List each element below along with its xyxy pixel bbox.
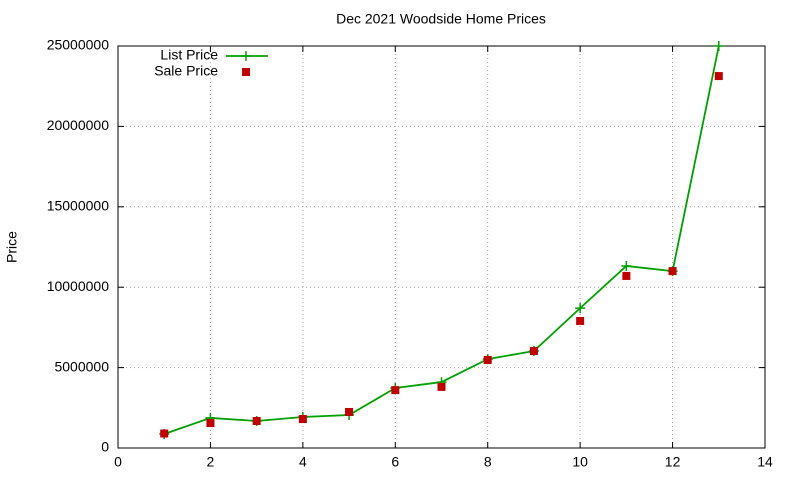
data-point: [529, 347, 538, 356]
x-tick-label: 4: [299, 454, 307, 470]
data-point: [206, 419, 215, 428]
data-point: [483, 356, 492, 365]
x-tick-label: 10: [572, 454, 588, 470]
data-point: [575, 303, 586, 314]
legend-marker: [241, 51, 251, 61]
x-tick-label: 12: [665, 454, 681, 470]
data-point: [622, 271, 631, 280]
plot-frame: [117, 45, 766, 449]
y-tick-label: 25000000: [47, 37, 110, 53]
data-point: [298, 415, 307, 424]
y-tick-label: 0: [101, 439, 109, 455]
data-point: [345, 407, 354, 416]
data-point: [621, 260, 632, 271]
y-tick-label: 5000000: [54, 358, 109, 374]
legend-marker: [242, 68, 250, 76]
x-tick-label: 14: [757, 454, 773, 470]
x-tick-label: 0: [114, 454, 122, 470]
data-point: [668, 267, 677, 276]
x-tick-label: 2: [207, 454, 215, 470]
data-point: [714, 72, 723, 81]
chart-title: Dec 2021 Woodside Home Prices: [336, 11, 546, 27]
y-tick-label: 20000000: [47, 117, 110, 133]
data-point: [391, 386, 400, 395]
data-point: [160, 429, 169, 438]
data-point: [252, 416, 261, 425]
series-line: [163, 45, 720, 435]
x-tick-label: 6: [391, 454, 399, 470]
y-tick-label: 10000000: [47, 278, 110, 294]
legend-label: List Price: [160, 47, 218, 63]
legend-label: Sale Price: [154, 63, 218, 79]
y-tick-label: 15000000: [47, 198, 110, 214]
x-tick-label: 8: [484, 454, 492, 470]
y-axis-label: Price: [4, 231, 20, 263]
data-point: [576, 316, 585, 325]
data-point: [437, 382, 446, 391]
data-point: [713, 41, 724, 51]
